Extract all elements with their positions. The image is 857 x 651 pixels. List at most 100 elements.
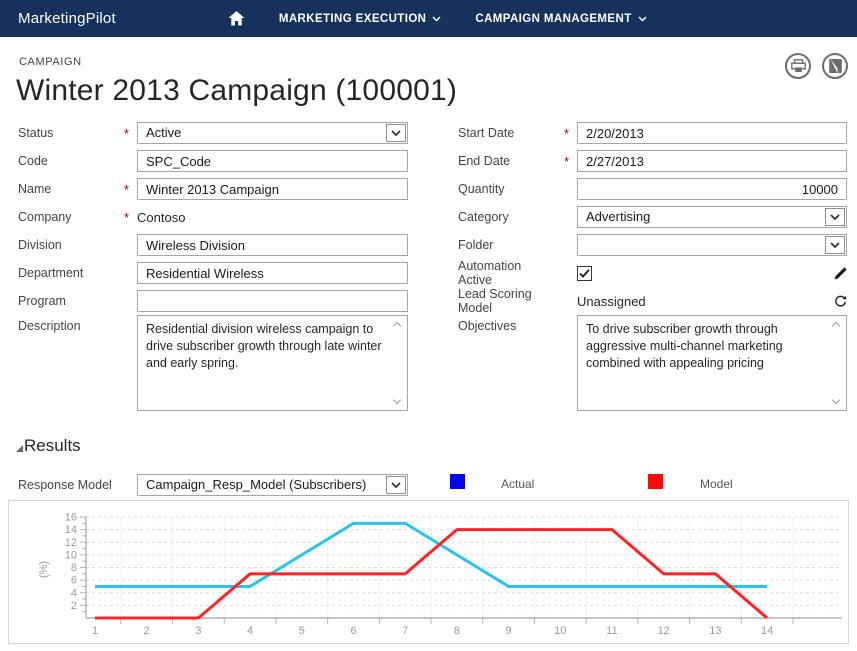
menu-marketing-execution[interactable]: MARKETING EXECUTION [279, 13, 442, 25]
division-input[interactable] [137, 234, 408, 256]
home-icon [228, 11, 245, 26]
edit-automation-button[interactable] [834, 266, 847, 280]
notes-button[interactable] [822, 53, 848, 79]
svg-text:10: 10 [554, 625, 566, 637]
name-input[interactable] [137, 178, 408, 200]
field-objectives: Objectives To drive subscriber growth th… [458, 315, 847, 415]
svg-text:8: 8 [454, 625, 460, 637]
field-department: Department [18, 259, 408, 287]
home-button[interactable] [228, 11, 245, 26]
field-division: Division [18, 231, 408, 259]
end-date-input[interactable] [577, 150, 847, 172]
svg-text:4: 4 [71, 587, 77, 599]
legend-model-swatch [648, 474, 663, 489]
field-end-date: End Date * [458, 147, 847, 175]
legend-actual-swatch [450, 474, 465, 489]
svg-text:4: 4 [247, 625, 253, 637]
objectives-text: To drive subscriber growth through aggre… [586, 322, 783, 370]
menu-label: MARKETING EXECUTION [278, 12, 427, 25]
program-input[interactable] [137, 290, 408, 312]
scroll-up-icon[interactable] [832, 321, 840, 329]
menu-label: CAMPAIGN MANAGEMENT [475, 12, 632, 25]
description-textarea[interactable]: Residential division wireless campaign t… [137, 315, 408, 411]
field-category: Category Advertising [458, 203, 847, 231]
required-marker: * [564, 125, 570, 141]
model-line [95, 528, 769, 620]
scroll-up-icon[interactable] [393, 321, 401, 329]
svg-text:6: 6 [350, 625, 356, 637]
refresh-lead-scoring-button[interactable] [834, 295, 847, 308]
results-section-header[interactable]: Results [16, 436, 81, 456]
svg-text:13: 13 [709, 625, 721, 637]
field-label: Objectives [458, 319, 517, 333]
field-label: Quantity [458, 182, 505, 196]
field-label: Status [18, 126, 54, 140]
chevron-down-icon [391, 481, 401, 488]
form-column-right: Start Date * End Date * Quantity Categor… [458, 119, 847, 415]
entity-type-label: CAMPAIGN [19, 56, 82, 68]
field-status: Status * Active [18, 119, 408, 147]
quantity-input[interactable] [577, 178, 847, 200]
field-label: Company [18, 210, 72, 224]
svg-text:7: 7 [402, 625, 408, 637]
legend-actual-label: Actual [501, 477, 535, 491]
svg-text:3: 3 [195, 625, 201, 637]
printer-icon [790, 59, 806, 72]
chevron-down-icon [391, 129, 401, 136]
folder-select[interactable] [577, 234, 847, 256]
lead-scoring-model-value: Unassigned [577, 293, 646, 309]
automation-active-checkbox[interactable] [577, 265, 592, 281]
response-model-selected-value: Campaign_Resp_Model (Subscribers) [146, 477, 367, 492]
svg-text:10: 10 [65, 549, 77, 561]
required-marker: * [124, 181, 130, 197]
form-column-left: Status * Active Code Name * [18, 119, 408, 415]
objectives-textarea[interactable]: To drive subscriber growth through aggre… [577, 315, 847, 411]
field-code: Code [18, 147, 408, 175]
code-input[interactable] [137, 150, 408, 172]
scroll-down-icon[interactable] [393, 397, 401, 405]
pencil-icon [834, 266, 847, 279]
response-model-select[interactable]: Campaign_Resp_Model (Subscribers) [137, 474, 408, 496]
field-label: Folder [458, 238, 494, 252]
svg-text:2: 2 [144, 625, 150, 637]
field-name: Name * [18, 175, 408, 203]
company-value: Contoso [137, 209, 186, 225]
field-label: Code [18, 154, 48, 168]
start-date-input[interactable] [577, 122, 847, 144]
note-icon [828, 59, 842, 73]
description-text: Residential division wireless campaign t… [146, 322, 382, 370]
status-select[interactable]: Active [137, 122, 408, 144]
svg-text:14: 14 [761, 625, 773, 637]
field-label: Lead Scoring Model [458, 287, 532, 315]
app-logo[interactable]: MarketingPilot [18, 10, 116, 27]
field-label: Program [18, 294, 66, 308]
field-quantity: Quantity [458, 175, 847, 203]
dropdown-button[interactable] [386, 124, 406, 142]
dropdown-button[interactable] [825, 208, 845, 226]
collapse-triangle-icon [16, 445, 23, 452]
scroll-down-icon[interactable] [832, 397, 840, 405]
chevron-down-icon [638, 16, 647, 22]
field-response-model: Response Model Campaign_Resp_Model (Subs… [18, 471, 408, 499]
chevron-down-icon [830, 213, 840, 220]
category-selected-value: Advertising [586, 209, 651, 224]
top-navbar: MarketingPilot MARKETING EXECUTION CAMPA… [0, 0, 857, 37]
department-input[interactable] [137, 262, 408, 284]
field-label: Response Model [18, 478, 112, 492]
response-chart: 2 4 6 8 10 12 14 16 1 2 3 4 5 6 7 8 9 10 11 12 13 14 (%) [8, 500, 849, 644]
field-lead-scoring-model: Lead Scoring Model Unassigned [458, 287, 847, 315]
field-label: Description [18, 319, 81, 333]
menu-campaign-management[interactable]: CAMPAIGN MANAGEMENT [475, 12, 647, 25]
svg-text:12: 12 [65, 537, 77, 549]
field-program: Program [18, 287, 408, 315]
dropdown-button[interactable] [386, 476, 406, 494]
category-select[interactable]: Advertising [577, 206, 847, 228]
status-selected-value: Active [146, 125, 182, 140]
field-label: Category [458, 210, 509, 224]
print-button[interactable] [785, 53, 811, 79]
svg-text:(%): (%) [38, 561, 50, 578]
dropdown-button[interactable] [825, 236, 845, 254]
required-marker: * [124, 209, 130, 225]
